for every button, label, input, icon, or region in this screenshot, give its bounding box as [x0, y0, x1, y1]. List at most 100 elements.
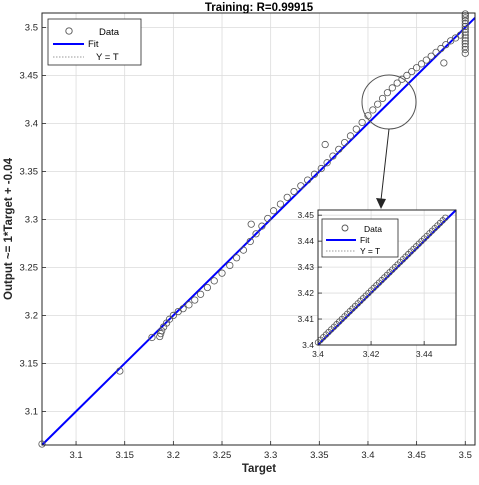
- main-grid: [42, 13, 475, 445]
- zoom-callout: [361, 74, 417, 209]
- y-tick-label: 3.45: [20, 71, 39, 82]
- data-point: [461, 14, 469, 22]
- inset-legend-fit-label: Fit: [360, 235, 370, 245]
- data-point: [461, 40, 469, 48]
- data-point: [437, 44, 445, 53]
- inset-legend-yt-label: Y = T: [360, 246, 380, 256]
- data-point: [346, 132, 355, 140]
- inset-y-ticks: 3.4 3.41 3.42 3.43 3.44 3.45: [297, 210, 322, 350]
- data-point: [226, 261, 234, 270]
- x-tick-label: 3.15: [115, 450, 134, 461]
- legend-yt-label: Y = T: [96, 52, 119, 63]
- data-point: [461, 25, 469, 33]
- data-point: [461, 10, 469, 18]
- data-point: [185, 301, 193, 309]
- y-axis-label: Output ~= 1*Target + -0.04: [3, 157, 15, 300]
- data-point: [246, 237, 254, 246]
- x-tick-label: 3.44: [416, 349, 433, 359]
- data-point: [197, 290, 205, 298]
- data-point: [374, 100, 382, 108]
- data-point: [233, 254, 241, 262]
- y-tick-label: 3.3: [25, 215, 38, 226]
- inset-axes-box: [317, 209, 457, 346]
- x-tick-label: 3.25: [213, 450, 232, 461]
- data-point: [369, 106, 377, 114]
- data-point: [378, 94, 387, 103]
- data-point: [442, 214, 449, 221]
- data-point: [461, 31, 469, 39]
- inset-legend-data-marker: [341, 224, 349, 232]
- data-point: [461, 28, 469, 36]
- y-tick-label: 3.41: [297, 314, 314, 324]
- chart-title: Training: R=0.99915: [205, 2, 314, 14]
- data-point: [358, 118, 366, 127]
- inset-data-points: [314, 214, 449, 346]
- main-x-ticks: 3.1 3.15 3.2 3.25 3.3 3.35 3.4 3.45 3.5: [69, 441, 472, 461]
- y-tick-label: 3.5: [25, 23, 38, 34]
- main-axes-box: [41, 12, 476, 446]
- y-tick-label: 3.2: [25, 311, 38, 322]
- data-point: [413, 64, 421, 72]
- data-point: [157, 330, 165, 338]
- x-tick-label: 3.5: [459, 450, 472, 461]
- y-tick-label: 3.44: [297, 236, 314, 246]
- data-point: [403, 71, 411, 80]
- data-point: [258, 222, 266, 230]
- y-tick-label: 3.25: [20, 263, 39, 274]
- x-tick-label: 3.4: [361, 450, 374, 461]
- data-point: [461, 34, 469, 42]
- inset-legend-box: [321, 218, 399, 258]
- data-point: [252, 230, 260, 238]
- data-point: [317, 164, 325, 173]
- data-point: [461, 19, 469, 28]
- inset-axes: 3.4 3.42 3.44 3.4 3.41 3.42 3.43 3.44 3.45 Data…: [297, 209, 457, 359]
- inset-legend-data-label: Data: [364, 224, 382, 234]
- data-point: [422, 56, 430, 64]
- inset-x-ticks: 3.4 3.42 3.44: [312, 341, 433, 359]
- data-point: [297, 182, 305, 190]
- y-tick-label: 3.1: [25, 407, 38, 418]
- x-tick-label: 3.45: [407, 450, 426, 461]
- data-point: [304, 176, 312, 184]
- data-point: [247, 220, 255, 228]
- data-point: [283, 193, 291, 201]
- y-tick-label: 3.4: [25, 119, 38, 130]
- data-point: [440, 59, 448, 67]
- data-point: [158, 327, 166, 335]
- data-point: [116, 367, 124, 375]
- y-tick-label: 3.42: [297, 288, 314, 298]
- data-point: [269, 207, 278, 215]
- data-point: [442, 41, 450, 49]
- main-legend: Data Fit Y = T: [47, 18, 142, 66]
- x-axis-label: Target: [242, 463, 276, 475]
- data-point: [169, 311, 177, 319]
- data-point: [417, 60, 426, 68]
- data-point: [383, 89, 392, 97]
- data-point: [179, 305, 187, 313]
- x-tick-label: 3.3: [264, 450, 277, 461]
- data-point: [461, 45, 469, 54]
- inset-legend: Data Fit Y = T: [321, 218, 399, 258]
- data-point: [323, 159, 331, 167]
- data-point: [335, 145, 343, 153]
- zoom-arrow-head: [376, 198, 386, 209]
- data-point: [341, 139, 349, 147]
- legend-data-label: Data: [99, 27, 120, 38]
- data-point: [432, 48, 440, 56]
- x-tick-label: 3.35: [310, 450, 329, 461]
- zoom-arrow-line: [380, 128, 390, 201]
- data-point: [408, 67, 416, 76]
- data-point: [276, 200, 284, 208]
- x-tick-label: 3.2: [167, 450, 180, 461]
- data-point: [321, 140, 329, 149]
- data-point: [352, 125, 360, 133]
- x-tick-label: 3.4: [312, 349, 324, 359]
- data-point: [165, 315, 174, 323]
- data-point: [148, 333, 156, 342]
- legend-data-marker: [65, 27, 73, 35]
- data-point: [203, 283, 212, 292]
- y-tick-label: 3.43: [297, 262, 314, 272]
- data-point: [310, 170, 319, 178]
